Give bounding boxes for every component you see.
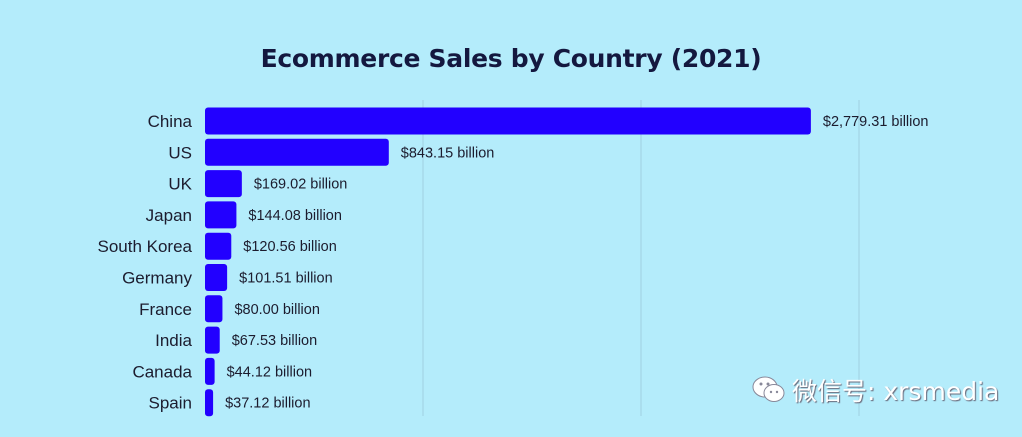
bar-spain: [205, 389, 214, 417]
category-label: Canada: [132, 362, 192, 381]
data-label: $37.12 billion: [225, 396, 310, 412]
category-label: UK: [168, 175, 192, 194]
category-label: Germany: [122, 269, 192, 288]
category-label: US: [168, 143, 192, 162]
bar-france: [205, 295, 223, 323]
data-label: $843.15 billion: [401, 145, 495, 161]
data-label: $144.08 billion: [248, 208, 342, 224]
bar-germany: [205, 264, 228, 291]
bar-china: [205, 107, 811, 135]
bar-uk: [205, 170, 242, 198]
bar-canada: [205, 357, 215, 385]
category-label: India: [155, 331, 192, 350]
bar-japan: [205, 201, 237, 229]
data-label: $44.12 billion: [227, 364, 312, 380]
bar-india: [205, 326, 220, 354]
category-label: Spain: [149, 394, 192, 413]
bar-us: [205, 138, 389, 166]
wechat-icon: [752, 376, 785, 402]
watermark-text: 微信号: xrsmedia: [792, 377, 1000, 406]
data-label: $101.51 billion: [239, 271, 333, 287]
category-label: France: [139, 300, 192, 319]
category-label: China: [148, 112, 193, 131]
watermark: 微信号: xrsmedia: [752, 372, 999, 408]
data-label: $80.00 billion: [234, 302, 319, 318]
data-label: $67.53 billion: [232, 333, 317, 349]
data-label: $169.02 billion: [254, 177, 348, 193]
data-label: $120.56 billion: [243, 239, 337, 255]
bar-south-korea: [205, 232, 232, 260]
data-label: $2,779.31 billion: [823, 114, 929, 130]
category-label: South Korea: [97, 237, 192, 256]
chart-title: Ecommerce Sales by Country (2021): [260, 44, 762, 73]
category-label: Japan: [146, 206, 192, 225]
